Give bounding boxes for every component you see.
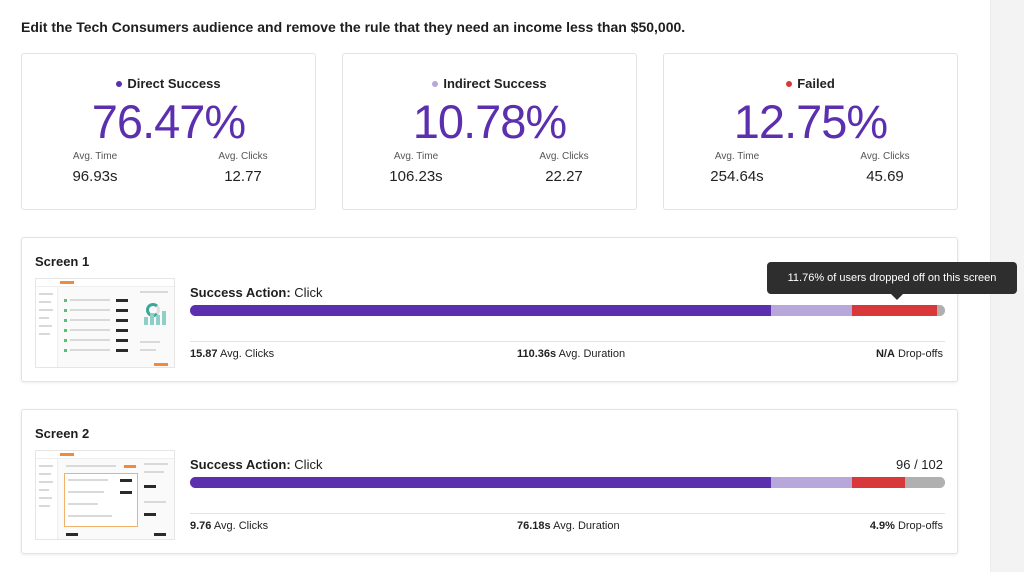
screen-progress-bar[interactable] xyxy=(190,477,945,488)
avg-duration-metric: 110.36s Avg. Duration xyxy=(517,348,625,360)
avg-clicks-label: Avg. Clicks xyxy=(539,151,589,162)
progress-segment-indirect[interactable] xyxy=(771,477,853,488)
success-action: Success Action: Click xyxy=(190,285,322,300)
direct-success-dot-icon xyxy=(116,80,123,87)
dropoffs-value: 4.9% xyxy=(869,520,895,532)
avg-time-value: 106.23s xyxy=(389,168,443,185)
success-action: Success Action: Click xyxy=(190,457,322,472)
screen-progress-bar[interactable] xyxy=(190,305,945,316)
stat-card-direct-success: Direct Success 76.47% Avg. Time 96.93s A… xyxy=(21,53,316,210)
avg-duration-label: Avg. Duration xyxy=(558,348,626,360)
avg-time-value: 96.93s xyxy=(72,168,118,185)
avg-clicks-metric: 15.87 Avg. Clicks xyxy=(190,348,274,360)
dropoffs-value: N/A xyxy=(875,348,895,360)
progress-segment-failed[interactable] xyxy=(852,477,905,488)
avg-duration-metric: 76.18s Avg. Duration xyxy=(517,520,620,532)
avg-duration-value: 76.18s xyxy=(517,520,551,532)
avg-time-label: Avg. Time xyxy=(72,151,118,162)
screen-title: Screen 2 xyxy=(35,426,90,441)
avg-clicks-value: 45.69 xyxy=(866,168,904,185)
avg-clicks-value: 15.87 xyxy=(190,348,218,360)
success-action-value: Click xyxy=(294,285,323,300)
avg-duration-value: 110.36s xyxy=(517,348,557,360)
screen-card-1[interactable]: Screen 1 Suc xyxy=(21,237,958,382)
screen-title: Screen 1 xyxy=(35,254,90,269)
avg-duration-label: Avg. Duration xyxy=(553,520,620,532)
completion-fraction: 96 / 102 xyxy=(896,457,943,472)
dropoffs-metric: 4.9% Drop-offs xyxy=(870,520,943,532)
avg-time-label: Avg. Time xyxy=(393,151,439,162)
dropoff-tooltip: 11.76% of users dropped off on this scre… xyxy=(767,262,1017,300)
success-action-label: Success Action: xyxy=(190,285,291,300)
avg-time-label: Avg. Time xyxy=(714,151,760,162)
progress-segment-direct[interactable] xyxy=(190,305,772,316)
dropoffs-label: Drop-offs xyxy=(897,348,943,360)
stat-value: 12.75% xyxy=(733,95,888,148)
screen-thumbnail-image[interactable] xyxy=(35,450,175,540)
divider xyxy=(190,341,945,342)
stat-label: Indirect Success xyxy=(443,76,547,91)
divider xyxy=(190,513,945,514)
avg-clicks-value: 22.27 xyxy=(545,168,583,185)
progress-segment-dropoff[interactable] xyxy=(937,305,945,316)
screen-card-2[interactable]: Screen 2 Success Action: Click 96 / 102 xyxy=(21,409,958,554)
stat-label: Failed xyxy=(797,76,835,91)
stat-card-failed: Failed 12.75% Avg. Time 254.64s Avg. Cli… xyxy=(663,53,958,210)
task-instruction: Edit the Tech Consumers audience and rem… xyxy=(21,19,686,35)
avg-time-value: 254.64s xyxy=(710,168,764,185)
success-action-value: Click xyxy=(294,457,323,472)
stat-label: Direct Success xyxy=(127,76,221,91)
dropoffs-label: Drop-offs xyxy=(897,520,943,532)
avg-clicks-value: 12.77 xyxy=(224,168,262,185)
stat-card-indirect-success: Indirect Success 10.78% Avg. Time 106.23… xyxy=(342,53,637,210)
stat-value: 10.78% xyxy=(412,95,567,148)
progress-segment-indirect[interactable] xyxy=(771,305,853,316)
avg-clicks-label: Avg. Clicks xyxy=(218,151,268,162)
dropoffs-metric: N/A Drop-offs xyxy=(876,348,943,360)
avg-clicks-label: Avg. Clicks xyxy=(213,520,269,532)
avg-clicks-label: Avg. Clicks xyxy=(219,348,275,360)
progress-segment-failed[interactable] xyxy=(852,305,938,316)
stat-value: 76.47% xyxy=(91,95,246,148)
avg-clicks-metric: 9.76 Avg. Clicks xyxy=(190,520,268,532)
failed-dot-icon xyxy=(786,80,793,87)
indirect-success-dot-icon xyxy=(432,80,439,87)
success-action-label: Success Action: xyxy=(190,457,291,472)
screen-thumbnail-image[interactable] xyxy=(35,278,175,368)
avg-clicks-value: 9.76 xyxy=(190,520,212,532)
progress-segment-direct[interactable] xyxy=(190,477,772,488)
avg-clicks-label: Avg. Clicks xyxy=(860,151,910,162)
progress-segment-dropoff[interactable] xyxy=(904,477,945,488)
